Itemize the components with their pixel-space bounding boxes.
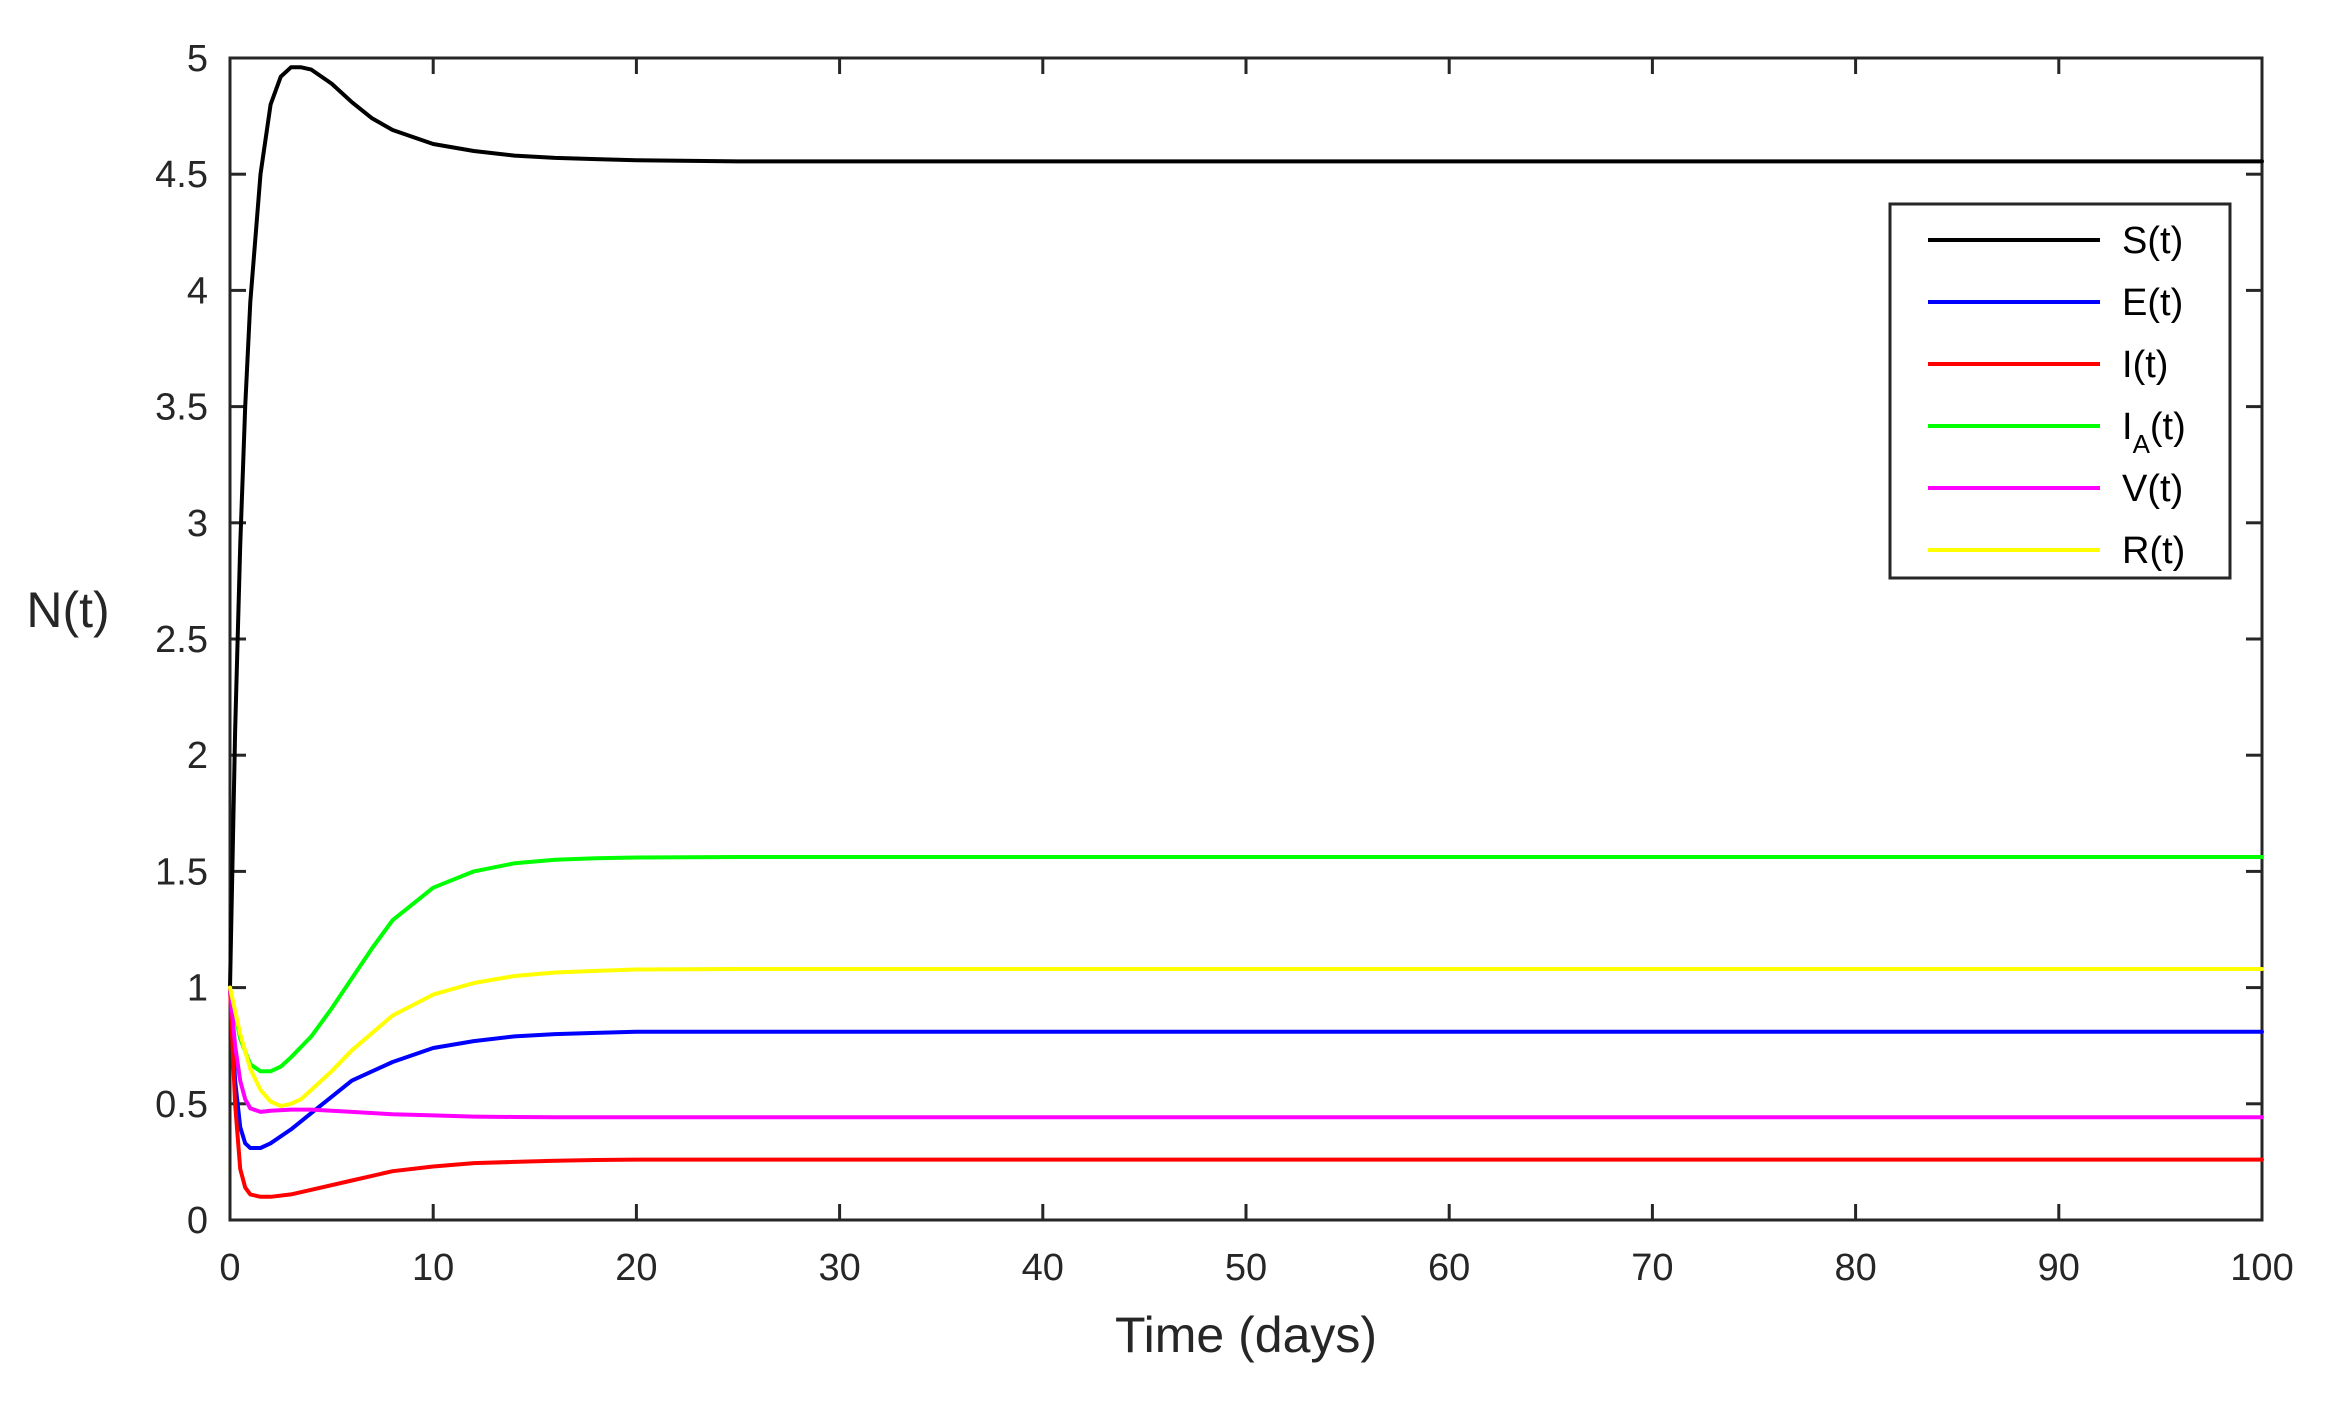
series-line-S xyxy=(228,65,2264,990)
y-tick-label: 4.5 xyxy=(155,154,208,196)
y-tick-label: 5 xyxy=(187,38,208,80)
y-axis-label: N(t) xyxy=(26,582,109,638)
legend: S(t) E(t) I(t) IA(t) V(t) R(t) xyxy=(1888,202,2232,580)
series-line-V xyxy=(228,985,2264,1120)
y-tick-label: 3 xyxy=(187,503,208,545)
y-tick-label: 0 xyxy=(187,1200,208,1242)
x-tick-label: 60 xyxy=(1428,1247,1470,1289)
legend-label-R: R(t) xyxy=(2122,530,2185,572)
series-line-IA xyxy=(228,855,2264,1074)
x-tick-label: 80 xyxy=(1834,1247,1876,1289)
y-tick-label: 1 xyxy=(187,968,208,1010)
x-axis-label: Time (days) xyxy=(1115,1307,1377,1363)
legend-label-IA: IA(t) xyxy=(2122,406,2186,459)
series-line-I xyxy=(228,985,2264,1199)
x-tick-label: 40 xyxy=(1022,1247,1064,1289)
legend-box xyxy=(1888,202,2232,580)
series-line-E xyxy=(228,985,2264,1150)
x-axis: 0 10 20 30 40 50 60 70 80 90 100 xyxy=(219,58,2294,1289)
y-tick-label: 3.5 xyxy=(155,387,208,429)
x-tick-label: 50 xyxy=(1225,1247,1267,1289)
x-tick-label: 10 xyxy=(412,1247,454,1289)
y-tick-label: 4 xyxy=(187,270,208,312)
x-tick-label: 0 xyxy=(219,1247,240,1289)
x-tick-label: 100 xyxy=(2230,1247,2293,1289)
y-tick-label: 2 xyxy=(187,735,208,777)
series-line-R xyxy=(228,967,2264,1109)
legend-label-V: V(t) xyxy=(2122,468,2183,510)
series-layer xyxy=(228,65,2264,1199)
y-tick-label: 0.5 xyxy=(155,1084,208,1126)
x-tick-label: 90 xyxy=(2038,1247,2080,1289)
y-axis: 0 0.5 1 1.5 2 2.5 3 3.5 4 4.5 5 xyxy=(155,38,2262,1242)
legend-label-I: I(t) xyxy=(2122,344,2168,386)
x-tick-label: 70 xyxy=(1631,1247,1673,1289)
y-tick-label: 2.5 xyxy=(155,619,208,661)
y-tick-label: 1.5 xyxy=(155,851,208,893)
x-tick-label: 20 xyxy=(615,1247,657,1289)
legend-label-E: E(t) xyxy=(2122,282,2183,324)
x-tick-label: 30 xyxy=(818,1247,860,1289)
legend-label-S: S(t) xyxy=(2122,220,2183,262)
